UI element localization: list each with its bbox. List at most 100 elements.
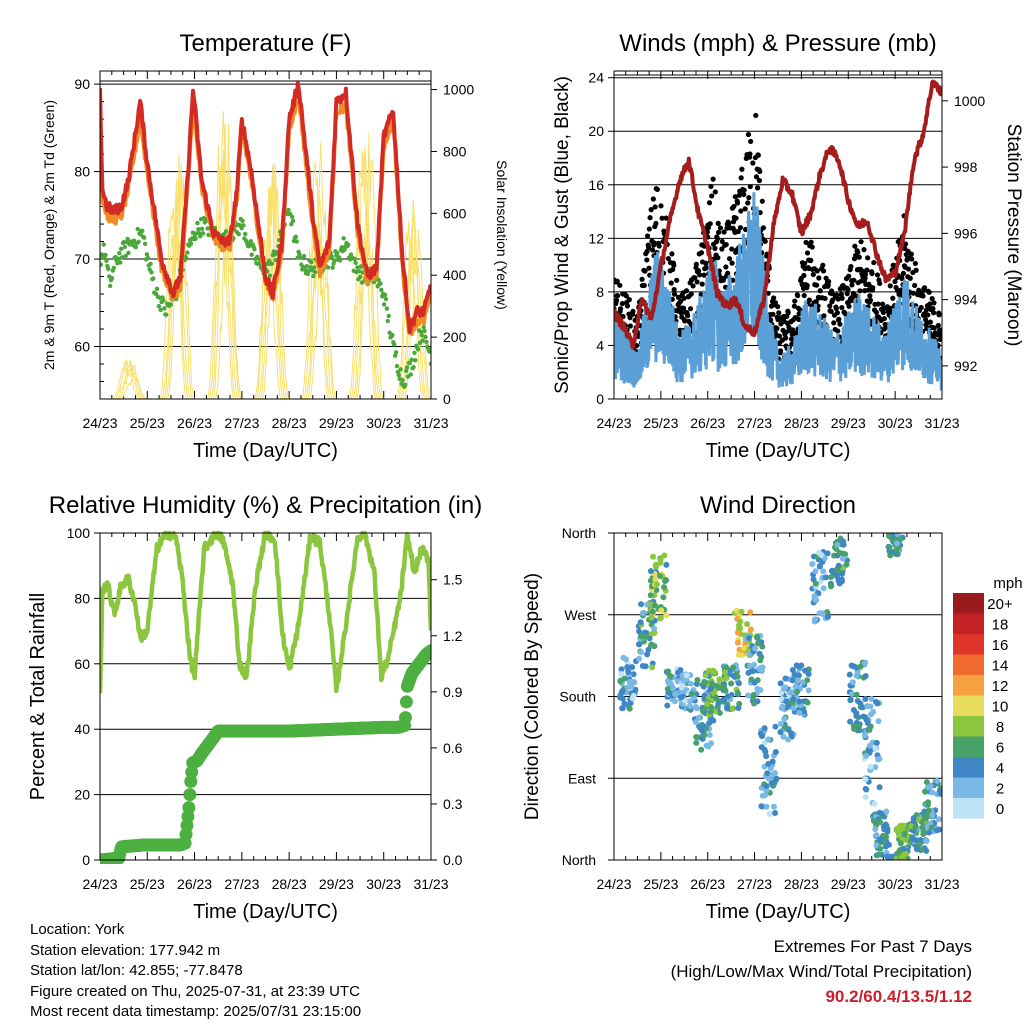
wind-direction-point <box>828 582 835 589</box>
gust-point <box>867 297 874 303</box>
wind-direction-point <box>923 779 930 786</box>
dewpoint-point <box>383 296 389 302</box>
wind-direction-point <box>838 576 845 583</box>
precipitation-point <box>183 788 197 802</box>
wind-direction-point <box>873 739 880 746</box>
gust-point <box>615 293 621 299</box>
wind-direction-point <box>624 664 631 671</box>
wind-direction-point <box>631 679 638 686</box>
plot-area <box>100 530 431 864</box>
gust-point <box>829 291 835 297</box>
latlon-text: Station lat/lon: 42.855; -77.8478 <box>30 962 243 979</box>
y2-tick-label: 0.6 <box>443 740 463 756</box>
gust-point <box>768 317 774 323</box>
wind-direction-point <box>707 708 714 715</box>
wind-direction-point <box>667 680 674 687</box>
wind-direction-point <box>759 733 766 740</box>
wind-direction-point <box>671 698 678 705</box>
gust-point <box>626 297 632 303</box>
wind-direction-point <box>915 816 922 823</box>
x-tick-label: 31/23 <box>924 876 959 892</box>
gust-point <box>844 291 850 297</box>
dewpoint-point <box>123 253 128 259</box>
solar-insolation-trace <box>352 191 380 399</box>
gust-point <box>624 303 631 309</box>
chart-title: Temperature (F) <box>179 30 351 57</box>
wind-direction-point <box>900 845 907 852</box>
wind-direction-point <box>707 685 714 692</box>
wind-direction-point <box>708 680 715 687</box>
gust-point <box>654 186 660 193</box>
wind-direction-point <box>669 684 676 691</box>
wind-direction-point <box>927 783 934 790</box>
gust-point <box>855 249 861 255</box>
wind-direction-point <box>706 732 713 739</box>
gust-point <box>726 256 733 262</box>
x-tick-label: 28/23 <box>272 415 307 431</box>
solar-insolation-trace <box>348 147 377 399</box>
wind-direction-point <box>772 749 779 756</box>
x-tick-label: 24/23 <box>82 415 117 431</box>
gust-point <box>706 200 713 206</box>
wind-direction-point <box>761 725 768 732</box>
gust-point <box>930 305 936 312</box>
gust-point <box>842 311 849 317</box>
colorbar-swatch <box>953 798 984 819</box>
dewpoint-point <box>136 239 141 245</box>
wind-direction-point <box>862 794 869 801</box>
wind-direction-point <box>738 608 745 615</box>
plot-frame <box>99 532 432 861</box>
gust-point <box>900 270 906 276</box>
wind-direction-point <box>702 672 709 679</box>
dewpoint-point <box>119 255 125 260</box>
gust-point <box>741 187 747 193</box>
dewpoint-point <box>408 372 413 377</box>
wind-direction-point <box>789 667 796 674</box>
gust-point <box>695 268 702 274</box>
dewpoint-point <box>156 303 162 309</box>
wind-direction-point <box>839 555 846 562</box>
gust-point <box>733 215 739 221</box>
y-tick-label: 100 <box>67 525 91 541</box>
colorbar-label: 4 <box>996 760 1004 777</box>
gust-point <box>729 246 735 252</box>
wind-direction-point <box>663 612 670 619</box>
dewpoint-point <box>101 242 106 247</box>
dewpoint-point <box>286 207 291 213</box>
wind-direction-point <box>652 602 659 609</box>
wind-direction-point <box>794 688 801 695</box>
dewpoint-point <box>312 265 317 270</box>
dewpoint-point <box>103 252 108 258</box>
gust-point <box>699 281 705 287</box>
wind-direction-point <box>652 561 659 568</box>
wind-direction-point <box>789 677 796 684</box>
gust-point <box>753 174 760 180</box>
gust-point <box>912 282 918 289</box>
gust-point <box>835 296 841 302</box>
gust-point <box>881 315 888 322</box>
dewpoint-point <box>394 363 400 369</box>
wind-direction-point <box>849 662 856 669</box>
wind-direction-point <box>619 687 626 694</box>
wind-speed-trace <box>614 192 942 392</box>
dewpoint-point <box>145 255 151 261</box>
gust-point <box>833 305 839 311</box>
dewpoint-point <box>142 241 148 247</box>
solar-insolation-trace <box>261 163 290 399</box>
gust-point <box>760 225 767 231</box>
gust-point <box>703 265 709 271</box>
wind-direction-point <box>804 677 811 684</box>
gust-point <box>874 272 881 278</box>
gust-point <box>709 193 715 199</box>
wind-direction-point <box>664 685 671 692</box>
dewpoint-point <box>144 252 150 257</box>
dewpoint-point <box>392 353 398 358</box>
x-tick-label: 24/23 <box>596 415 631 431</box>
x-tick-label: 30/23 <box>878 876 913 892</box>
dewpoint-point <box>415 347 421 352</box>
gust-point <box>726 220 732 226</box>
gust-point <box>939 334 942 340</box>
wind-direction-point <box>792 683 799 690</box>
gust-point <box>835 328 841 334</box>
wind-direction-point <box>652 576 659 583</box>
